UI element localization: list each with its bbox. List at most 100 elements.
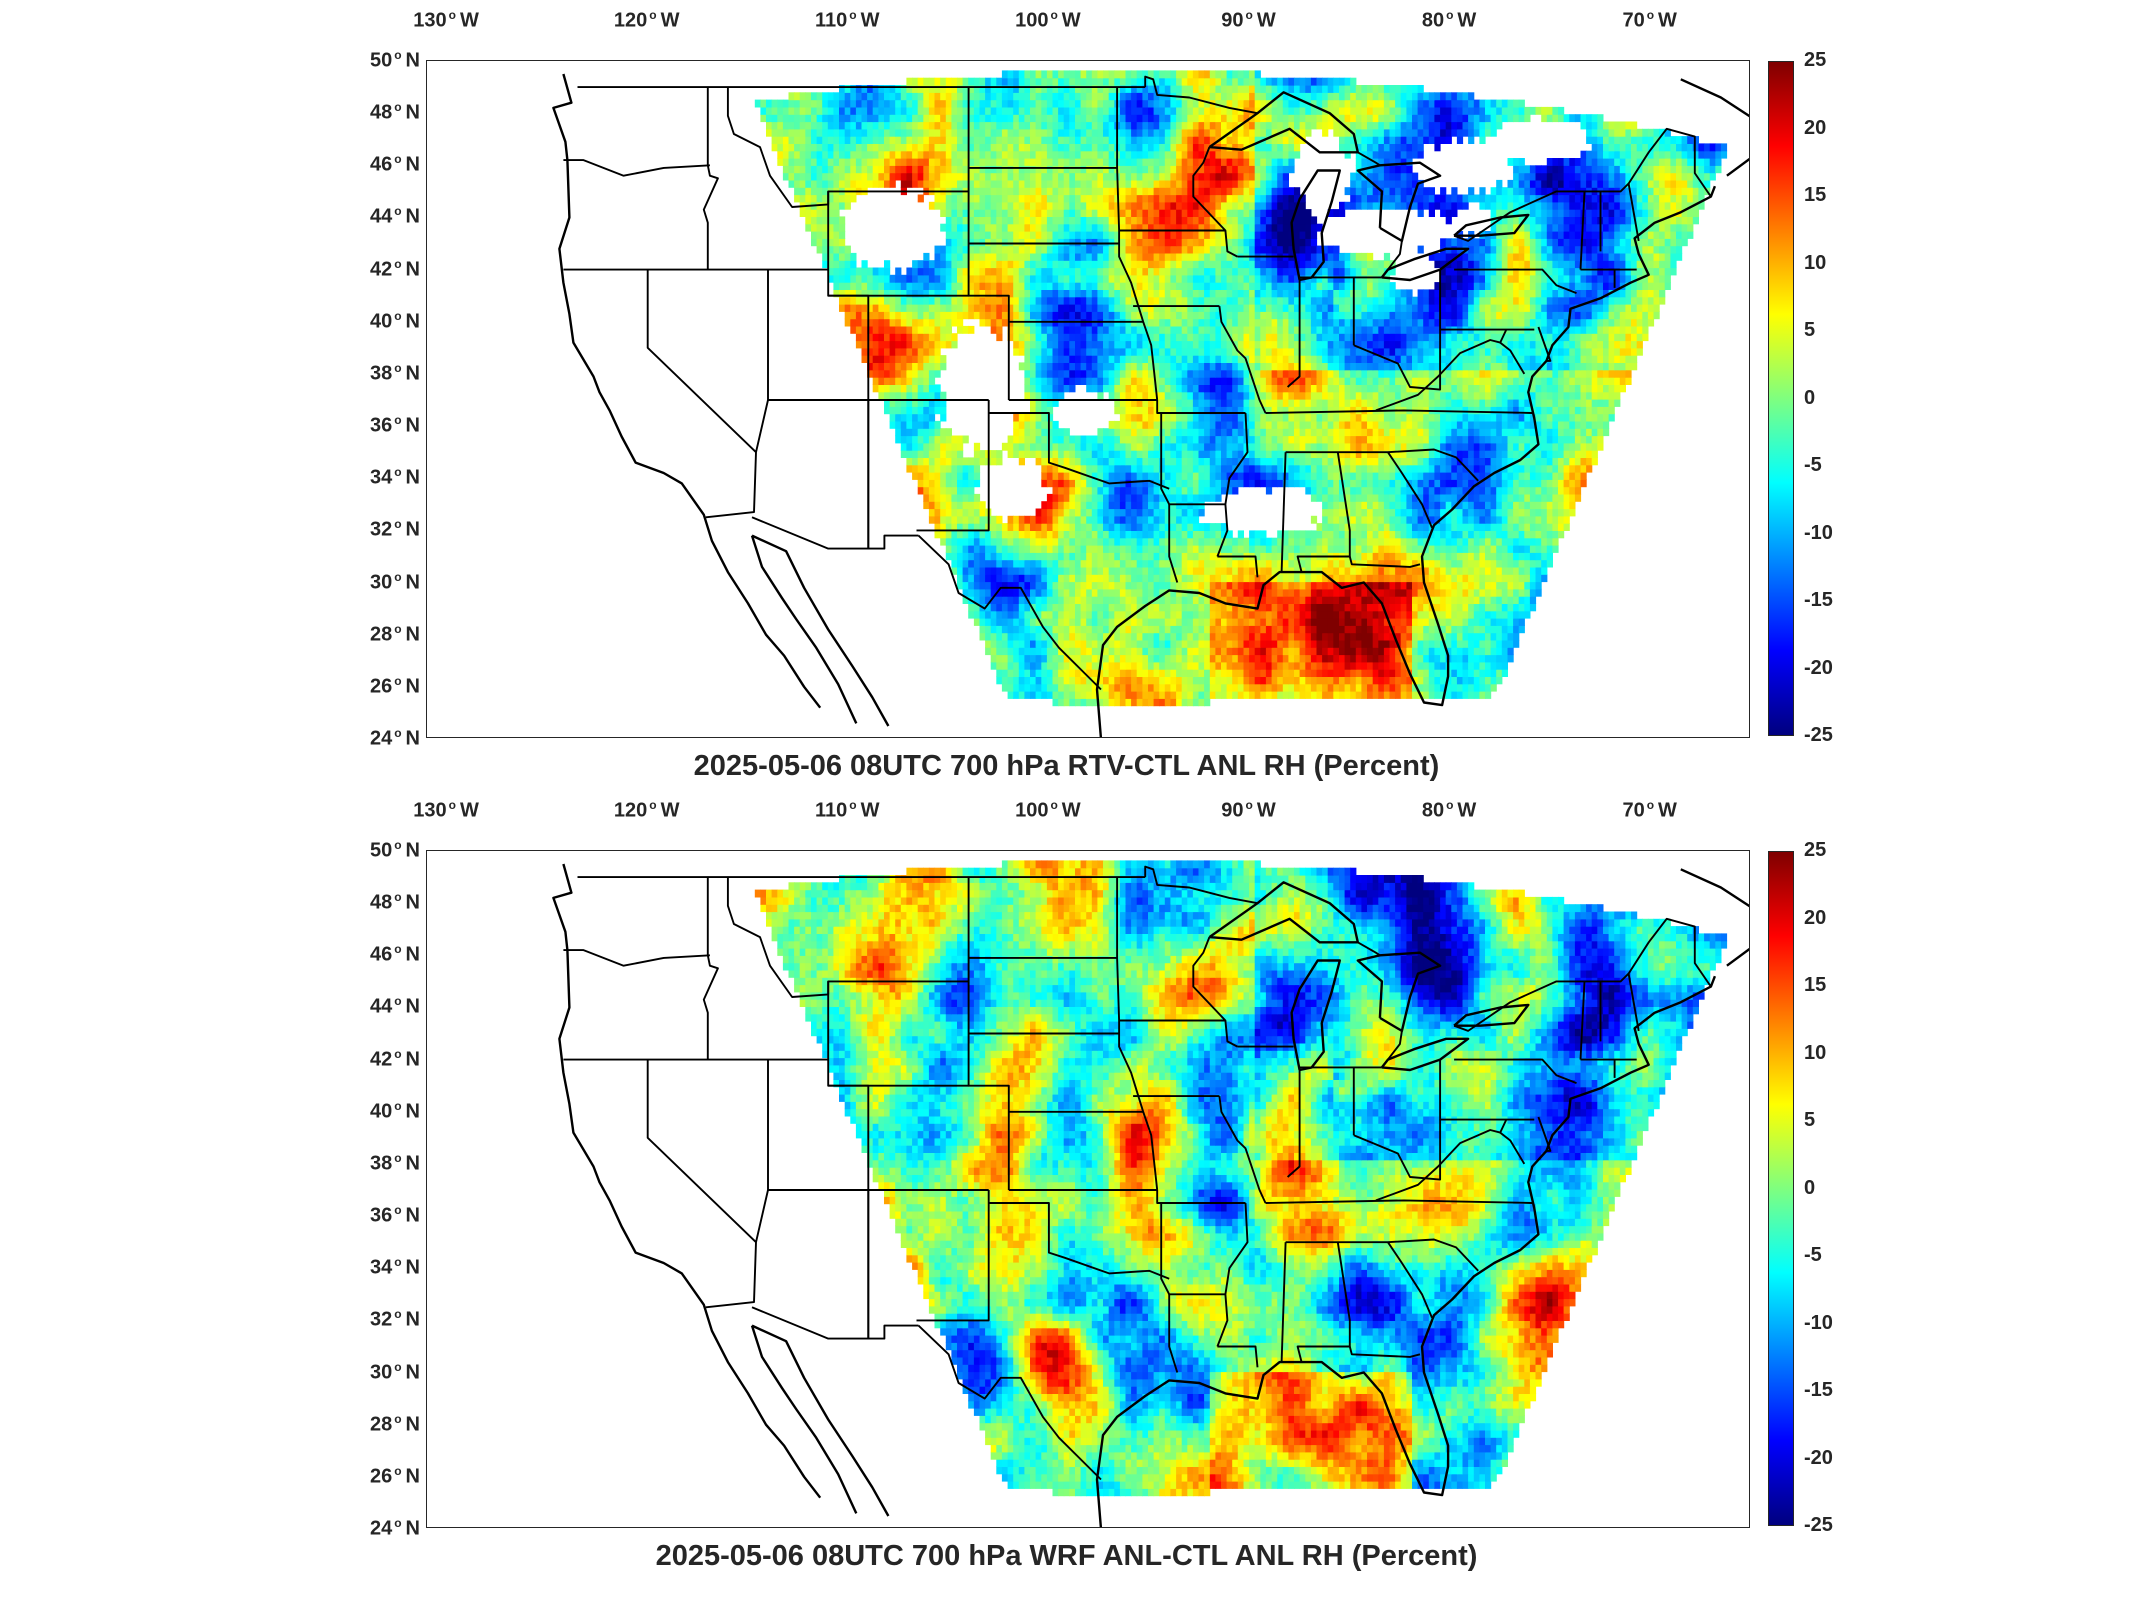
lat-value: 38: [370, 1153, 392, 1175]
colorbar-tick-label: 15: [1804, 974, 1826, 997]
lat-suffix: N: [406, 571, 420, 593]
lat-suffix: N: [406, 623, 420, 645]
coastline: [1095, 185, 1717, 737]
colorbar-tick-label: 10: [1804, 252, 1826, 275]
lat-tick-label: 34 o N: [360, 465, 420, 490]
lat-suffix: N: [406, 1153, 420, 1175]
lon-suffix: W: [460, 10, 479, 32]
lon-tick-label: 80 o W: [1422, 798, 1476, 823]
state-boundary: [1265, 409, 1533, 414]
state-boundary: [1387, 1241, 1433, 1319]
state-boundary: [751, 1306, 919, 1340]
lat-tick-label: 44 o N: [360, 994, 420, 1019]
state-boundary: [1192, 146, 1238, 258]
lat-value: 42: [370, 1048, 392, 1070]
state-boundary: [1579, 191, 1586, 270]
lat-value: 24: [370, 1518, 392, 1540]
lat-value: 34: [370, 1257, 392, 1279]
lake-outline: [1453, 213, 1530, 237]
map-title-bottom: 2025-05-06 08UTC 700 hPa WRF ANL-CTL ANL…: [0, 1540, 2133, 1573]
rh-difference-map-top: [552, 70, 1749, 737]
rh-difference-field: [754, 70, 1728, 707]
lon-suffix: W: [1062, 800, 1081, 822]
coastline: [552, 863, 822, 1499]
lat-value: 48: [370, 892, 392, 914]
state-boundary: [1144, 865, 1258, 905]
lon-tick-label: 130 o W: [413, 798, 479, 823]
lat-suffix: N: [406, 676, 420, 698]
colorbar-bottom: [1768, 851, 1794, 1526]
lon-tick-label: 90 o W: [1221, 8, 1275, 33]
state-boundary: [967, 877, 1010, 1190]
state-boundary: [1453, 190, 1585, 242]
colorbar-tick-label: 0: [1804, 1177, 1815, 1200]
lon-tick-label: 100 o W: [1015, 798, 1081, 823]
state-boundary: [967, 87, 1010, 400]
lat-value: 50: [370, 840, 392, 862]
lat-value: 36: [370, 1205, 392, 1227]
lon-tick-label: 110 o W: [815, 798, 880, 823]
lon-value: 100: [1015, 800, 1048, 822]
state-boundary: [1285, 1238, 1479, 1272]
state-boundary: [1454, 268, 1577, 294]
coastline: [750, 1325, 858, 1514]
state-boundary: [1217, 555, 1259, 578]
lat-tick-label: 36 o N: [360, 1203, 420, 1228]
lat-tick-label: 26 o N: [360, 674, 420, 699]
lon-tick-label: 70 o W: [1622, 8, 1676, 33]
coastline: [751, 1324, 890, 1517]
state-boundary: [1453, 980, 1585, 1032]
lat-suffix: N: [406, 728, 420, 750]
lat-tick-label: 40 o N: [360, 1099, 420, 1124]
lon-value: 80: [1422, 800, 1444, 822]
lat-suffix: N: [406, 363, 420, 385]
lake-outline: [1380, 1037, 1470, 1072]
state-boundary: [702, 877, 719, 1060]
lon-suffix: W: [861, 800, 880, 822]
state-boundary: [988, 1202, 1170, 1280]
state-boundary: [1353, 1119, 1442, 1181]
lat-value: 30: [370, 1361, 392, 1383]
lat-suffix: N: [406, 944, 420, 966]
state-boundary: [1192, 936, 1238, 1048]
lon-value: 120: [614, 10, 647, 32]
coastline: [1680, 868, 1749, 967]
state-boundary: [1216, 1202, 1249, 1347]
colorbar-tick-label: 5: [1804, 1109, 1815, 1132]
lake-outline: [1290, 959, 1341, 1072]
lon-suffix: W: [460, 800, 479, 822]
lat-tick-label: 48 o N: [360, 890, 420, 915]
map-plot-area-top: [426, 60, 1750, 738]
lake-outline: [1453, 1003, 1530, 1027]
state-boundary: [1285, 448, 1479, 482]
lat-tick-label: 40 o N: [360, 309, 420, 334]
lat-suffix: N: [406, 415, 420, 437]
lat-suffix: N: [406, 50, 420, 72]
lat-value: 28: [370, 623, 392, 645]
colorbar-tick-label: -15: [1804, 589, 1833, 612]
state-boundary: [1286, 277, 1301, 388]
lon-tick-label: 90 o W: [1221, 798, 1275, 823]
colorbar-tick-label: -20: [1804, 657, 1833, 680]
lat-suffix: N: [406, 310, 420, 332]
state-boundary: [1116, 877, 1159, 1191]
lon-value: 70: [1622, 10, 1644, 32]
state-boundary: [916, 1190, 990, 1322]
lat-tick-label: 30 o N: [360, 570, 420, 595]
colorbar-tick-label: 20: [1804, 907, 1826, 930]
coastline: [1680, 78, 1749, 177]
coastline: [750, 535, 858, 724]
lon-suffix: W: [1658, 800, 1677, 822]
colorbar-top: [1768, 61, 1794, 736]
map-title-top: 2025-05-06 08UTC 700 hPa RTV-CTL ANL RH …: [0, 750, 2133, 783]
state-boundary: [1168, 504, 1179, 583]
lon-tick-label: 120 o W: [614, 8, 680, 33]
state-boundary: [1537, 326, 1552, 362]
state-boundary: [1584, 182, 1640, 242]
state-boundary: [1216, 412, 1249, 557]
colorbar-tick-label: 15: [1804, 184, 1826, 207]
lat-tick-label: 46 o N: [360, 942, 420, 967]
colorbar-tick-label: -10: [1804, 1312, 1833, 1335]
colorbar-tick-label: 0: [1804, 387, 1815, 410]
state-boundary: [1627, 917, 1712, 988]
